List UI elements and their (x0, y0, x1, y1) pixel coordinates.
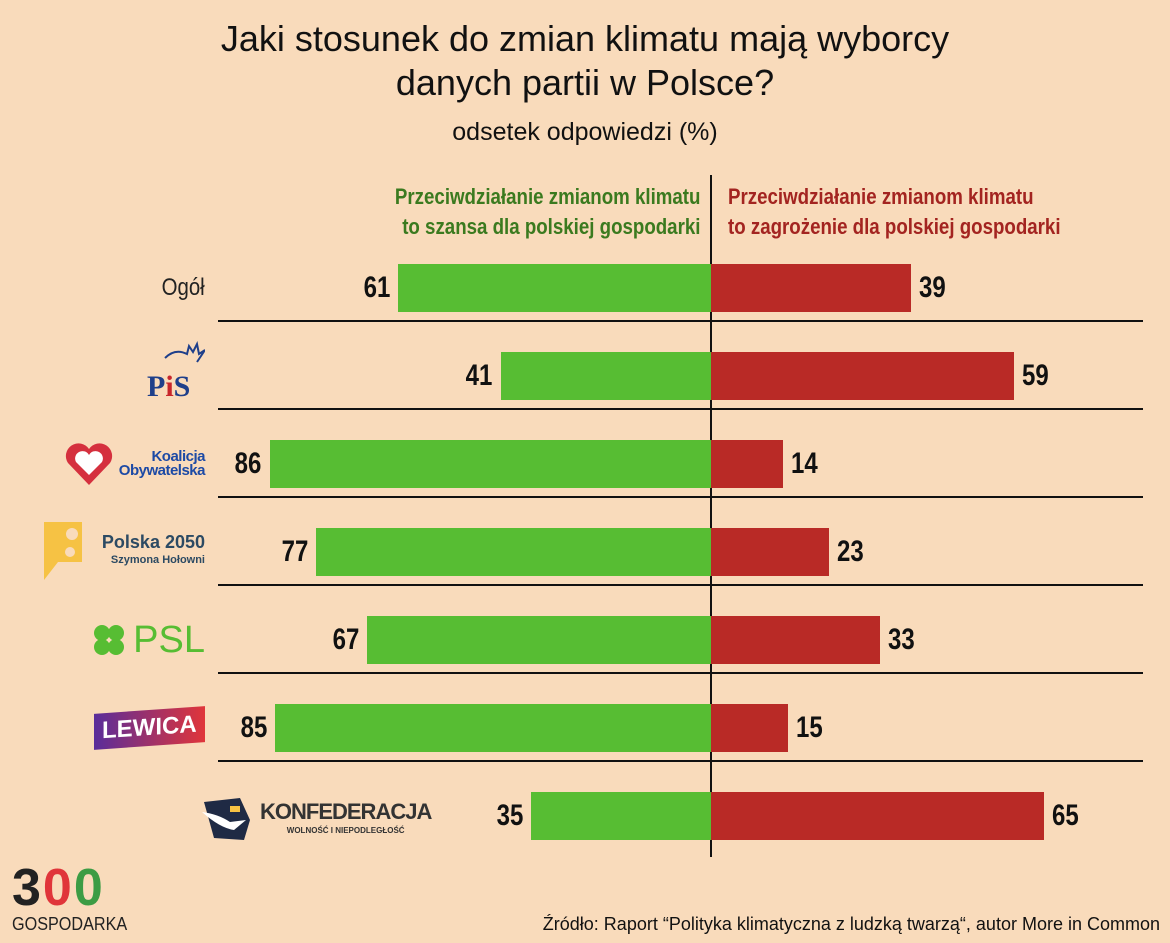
legend-right-line-2: to zagrożenie dla polskiej gospodarki (728, 214, 1061, 239)
logo-300-digits: 300 (12, 859, 105, 917)
ko-line-1: Koalicja (151, 448, 205, 465)
value-label-positive: 41 (465, 359, 493, 392)
eagle-icon (202, 798, 250, 840)
logo-300-gospodarka: 300 GOSPODARKA (12, 862, 140, 935)
svg-text:PiS: PiS (147, 370, 190, 400)
logo-polska-2050: Polska 2050 Szymona Hołowni (43, 522, 205, 580)
bar-negative (711, 440, 783, 488)
bar-positive (274, 704, 711, 752)
row-separator (218, 760, 1143, 762)
value-label-positive: 77 (281, 535, 308, 568)
logo-300-name: GOSPODARKA (12, 914, 128, 934)
polska-2050-mark-icon (43, 522, 82, 580)
heart-icon (65, 443, 112, 485)
bar-positive (367, 616, 711, 664)
bar-positive (315, 528, 711, 576)
value-label-positive: 67 (332, 623, 360, 656)
logo-pis: PiS (145, 340, 206, 403)
bar-negative (711, 528, 829, 576)
bar-negative (711, 616, 881, 664)
logo-koalicja-obywatelska: Koalicja Obywatelska (63, 440, 206, 488)
clover-icon (94, 625, 125, 655)
chart-subtitle: odsetek odpowiedzi (%) (452, 118, 718, 146)
category-label-ogol: Ogół (161, 274, 205, 301)
p2050-line-2: Szymona Hołowni (110, 554, 205, 566)
legend-left: Przeciwdziałanie zmianom klimatu to szans… (394, 182, 700, 242)
value-label-positive: 85 (240, 711, 267, 744)
bar-positive (500, 352, 711, 400)
logo-psl: PSL (91, 616, 205, 664)
value-label-negative: 65 (1052, 799, 1080, 832)
legend-left-line-2: to szansa dla polskiej gospodarki (401, 214, 700, 239)
chart-title-line-1: Jaki stosunek do zmian klimatu mają wybo… (220, 18, 950, 59)
value-label-negative: 39 (919, 271, 946, 304)
ko-line-2: Obywatelska (118, 462, 206, 479)
bar-positive (269, 440, 711, 488)
row-separator (218, 496, 1143, 498)
legend-right: Przeciwdziałanie zmianom klimatu to zagro… (728, 182, 1061, 242)
crown-eagle-icon: PiS (147, 340, 206, 403)
bar-positive (531, 792, 711, 840)
bar-negative (711, 264, 912, 312)
value-label-positive: 35 (496, 799, 524, 832)
center-axis (710, 175, 712, 857)
chart-title-line-2: danych partii w Polsce? (395, 62, 775, 103)
bar-positive (398, 264, 711, 312)
value-label-negative: 15 (795, 711, 823, 744)
logo-lewica: LEWICA (94, 706, 205, 750)
source-note: Źródło: Raport “Polityka klimatyczna z l… (542, 914, 1160, 934)
psl-text: PSL (133, 618, 205, 661)
logo-konfederacja: KONFEDERACJA WOLNOŚĆ I NIEPODLEGŁOŚĆ (200, 796, 432, 842)
p2050-line-1: Polska 2050 (101, 532, 205, 552)
value-label-positive: 61 (363, 271, 391, 304)
bar-negative (711, 352, 1014, 400)
row-separator (218, 408, 1143, 410)
bar-negative (711, 792, 1045, 840)
value-label-negative: 33 (888, 623, 915, 656)
row-separator (218, 320, 1143, 322)
konf-line-1: KONFEDERACJA (260, 799, 432, 824)
row-separator (218, 672, 1143, 674)
value-label-negative: 23 (836, 535, 864, 568)
bar-negative (711, 704, 788, 752)
value-label-negative: 59 (1021, 359, 1049, 392)
value-label-positive: 86 (235, 447, 262, 480)
lewica-text: LEWICA (94, 706, 205, 750)
legend-left-line-1: Przeciwdziałanie zmianom klimatu (394, 184, 700, 209)
konf-line-2: WOLNOŚĆ I NIEPODLEGŁOŚĆ (286, 826, 405, 835)
legend-right-line-1: Przeciwdziałanie zmianom klimatu (728, 184, 1034, 209)
row-separator (218, 584, 1143, 586)
value-label-negative: 14 (790, 447, 818, 480)
